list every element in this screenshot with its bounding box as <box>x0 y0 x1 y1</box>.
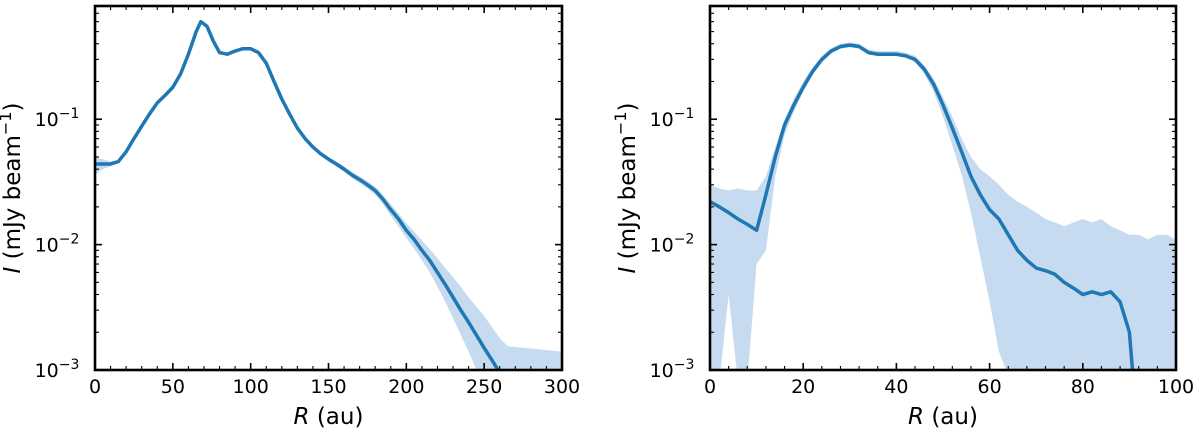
y-tick-label: 10−3 <box>35 357 80 382</box>
y-tick-label: 10−2 <box>650 232 695 257</box>
x-tick-label: 20 <box>791 376 815 398</box>
x-tick-label: 150 <box>310 376 346 398</box>
axes-frame <box>708 4 1178 372</box>
axes-frame <box>93 4 564 372</box>
x-tick-label: 250 <box>466 376 502 398</box>
x-tick-label: 0 <box>89 376 101 398</box>
uncertainty-band <box>710 42 1176 370</box>
y-axis-label: I (mJy beam−1) <box>611 102 641 273</box>
y-tick-label: 10−1 <box>650 106 695 131</box>
x-tick-label: 40 <box>884 376 908 398</box>
chart-panel-right: 0 20 40 60 80 100 10−3 10−2 10−1 R (au) I (mJy bea… <box>611 4 1194 430</box>
x-tick-label: 100 <box>233 376 269 398</box>
x-tick-label: 100 <box>1158 376 1194 398</box>
y-tick-label: 10−2 <box>35 232 80 257</box>
x-axis-label: R (au) <box>908 404 978 430</box>
intensity-profile-line <box>95 19 501 370</box>
x-tick-label: 50 <box>161 376 185 398</box>
x-tick-label: 60 <box>978 376 1002 398</box>
y-tick-label: 10−3 <box>650 357 695 382</box>
intensity-profile-line <box>710 43 1135 370</box>
x-tick-label: 200 <box>388 376 424 398</box>
x-axis-label: R (au) <box>294 404 364 430</box>
y-tick-label: 10−1 <box>35 106 80 131</box>
chart-panel-left: 0 50 100 150 200 250 300 10−3 10−2 10−1 R (au) I (m… <box>0 4 580 430</box>
y-axis-label: I (mJy beam−1) <box>0 102 26 273</box>
x-tick-label: 300 <box>544 376 580 398</box>
x-tick-label: 0 <box>704 376 716 398</box>
x-tick-label: 80 <box>1071 376 1095 398</box>
